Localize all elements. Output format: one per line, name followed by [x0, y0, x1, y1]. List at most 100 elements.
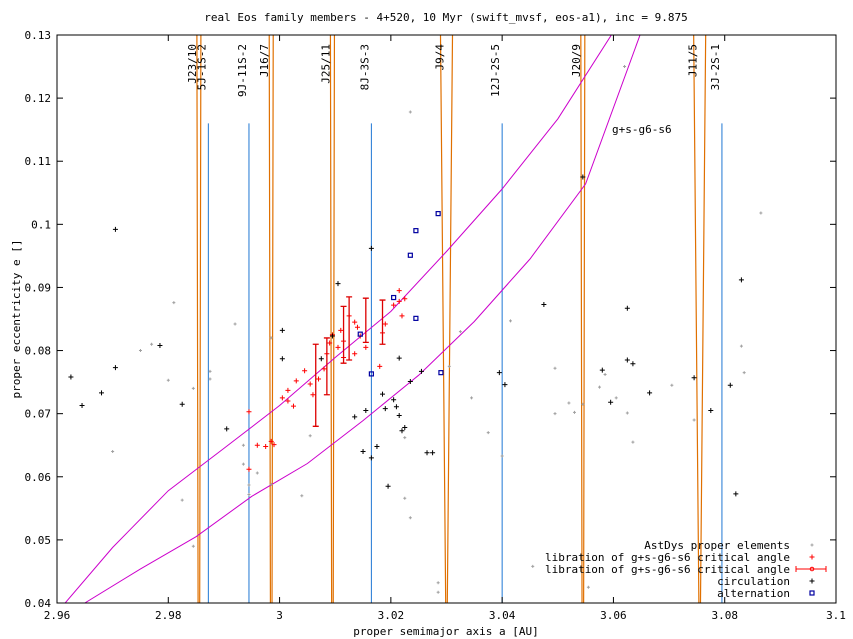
circulation-point	[279, 327, 285, 333]
y-tick-label: 0.13	[25, 29, 52, 42]
background-asteroid-point	[500, 454, 504, 458]
legend-label: libration of g+s-g6-s6 critical angle	[545, 563, 790, 576]
background-asteroid-point	[255, 471, 259, 475]
legend-symbol	[809, 554, 815, 560]
background-asteroid-point	[111, 450, 115, 454]
x-tick-label: 3.1	[826, 609, 846, 622]
circulation-point	[79, 402, 85, 408]
background-asteroid-point	[581, 402, 585, 406]
circulation-point	[396, 355, 402, 361]
resonance-label: 3J-2S-1	[709, 44, 722, 90]
background-asteroid-point	[300, 494, 304, 498]
libration-point	[316, 376, 322, 382]
libration-point	[310, 392, 316, 398]
background-asteroid-point	[172, 301, 176, 305]
background-asteroid-point	[408, 516, 412, 520]
circulation-point	[382, 406, 388, 412]
y-tick-label: 0.06	[25, 471, 52, 484]
libration-point	[285, 398, 291, 404]
resonance-label: J16/7	[258, 44, 271, 77]
legend-label: AstDys proper elements	[644, 539, 790, 552]
background-asteroid-point	[631, 440, 635, 444]
background-asteroid-point	[553, 412, 557, 416]
circulation-point	[374, 443, 380, 449]
background-asteroid-point	[247, 483, 251, 487]
libration-point	[321, 366, 327, 372]
circulation-point	[727, 382, 733, 388]
circulation-point	[580, 174, 586, 180]
two-body-resonance-line	[196, 35, 202, 603]
alternation-point	[391, 294, 397, 301]
legend-label: libration of g+s-g6-s6 critical angle	[545, 551, 790, 564]
libration-point	[391, 302, 397, 308]
two-body-resonance-line	[693, 35, 707, 603]
circulation-point	[502, 382, 508, 388]
y-tick-label: 0.05	[25, 534, 52, 547]
libration-point	[254, 442, 260, 448]
libration-point	[335, 344, 341, 350]
circulation-point	[335, 281, 341, 287]
circulation-point	[393, 404, 399, 410]
chart-title: real Eos family members - 4+520, 10 Myr …	[204, 11, 687, 24]
circulation-point	[418, 368, 424, 374]
libration-point	[396, 298, 402, 304]
background-asteroid-point	[403, 436, 407, 440]
libration-point	[271, 442, 277, 448]
circulation-point	[360, 449, 366, 455]
libration-point	[307, 381, 313, 387]
libration-point	[293, 378, 299, 384]
libration-point	[352, 351, 358, 357]
circulation-point	[399, 428, 405, 434]
background-asteroid-point	[191, 386, 195, 390]
alternation-point	[438, 370, 444, 376]
alternation-point	[368, 371, 374, 377]
circulation-point	[318, 356, 324, 362]
libration-point	[268, 438, 274, 444]
background-asteroid-point	[233, 322, 237, 326]
background-asteroid-point	[138, 349, 142, 353]
secular-resonance-curve	[84, 35, 641, 603]
background-asteroid-point	[508, 319, 512, 323]
legend-symbol	[809, 578, 815, 584]
data-points	[68, 65, 763, 594]
legend-symbol	[795, 566, 827, 572]
y-tick-label: 0.09	[25, 281, 52, 294]
circulation-point	[424, 450, 430, 456]
y-tick-label: 0.1	[31, 218, 51, 231]
resonance-label: 5J-1S-2	[195, 44, 208, 90]
circulation-point	[541, 301, 547, 307]
libration-point	[327, 340, 333, 346]
libration-errorbar	[312, 343, 319, 427]
y-tick-label: 0.08	[25, 345, 52, 358]
libration-point	[246, 409, 252, 415]
circulation-point	[608, 399, 614, 405]
background-asteroid-point	[408, 110, 412, 114]
x-tick-label: 2.96	[44, 609, 71, 622]
x-tick-label: 3.08	[711, 609, 738, 622]
two-body-resonance-line	[268, 35, 274, 603]
circulation-point	[496, 370, 502, 376]
libration-point	[396, 288, 402, 294]
background-asteroid-point	[308, 434, 312, 438]
circulation-point	[329, 333, 335, 339]
background-asteroid-point	[403, 496, 407, 500]
background-asteroid-point	[598, 385, 602, 389]
background-asteroid-point	[208, 377, 212, 381]
libration-point	[399, 313, 405, 319]
background-asteroid-point	[436, 590, 440, 594]
background-asteroid-point	[470, 396, 474, 400]
background-asteroid-point	[247, 492, 251, 496]
background-asteroid-point	[191, 544, 195, 548]
libration-point	[338, 327, 344, 333]
libration-point	[363, 344, 369, 350]
secular-resonance-curve	[64, 35, 612, 603]
background-asteroid-point	[742, 371, 746, 375]
background-asteroid-point	[586, 585, 590, 589]
two-body-resonance-line	[439, 35, 454, 603]
libration-point	[402, 296, 408, 302]
background-asteroid-point	[623, 65, 627, 69]
background-asteroid-point	[447, 364, 451, 368]
circulation-point	[112, 365, 118, 371]
background-asteroid-point	[739, 344, 743, 348]
